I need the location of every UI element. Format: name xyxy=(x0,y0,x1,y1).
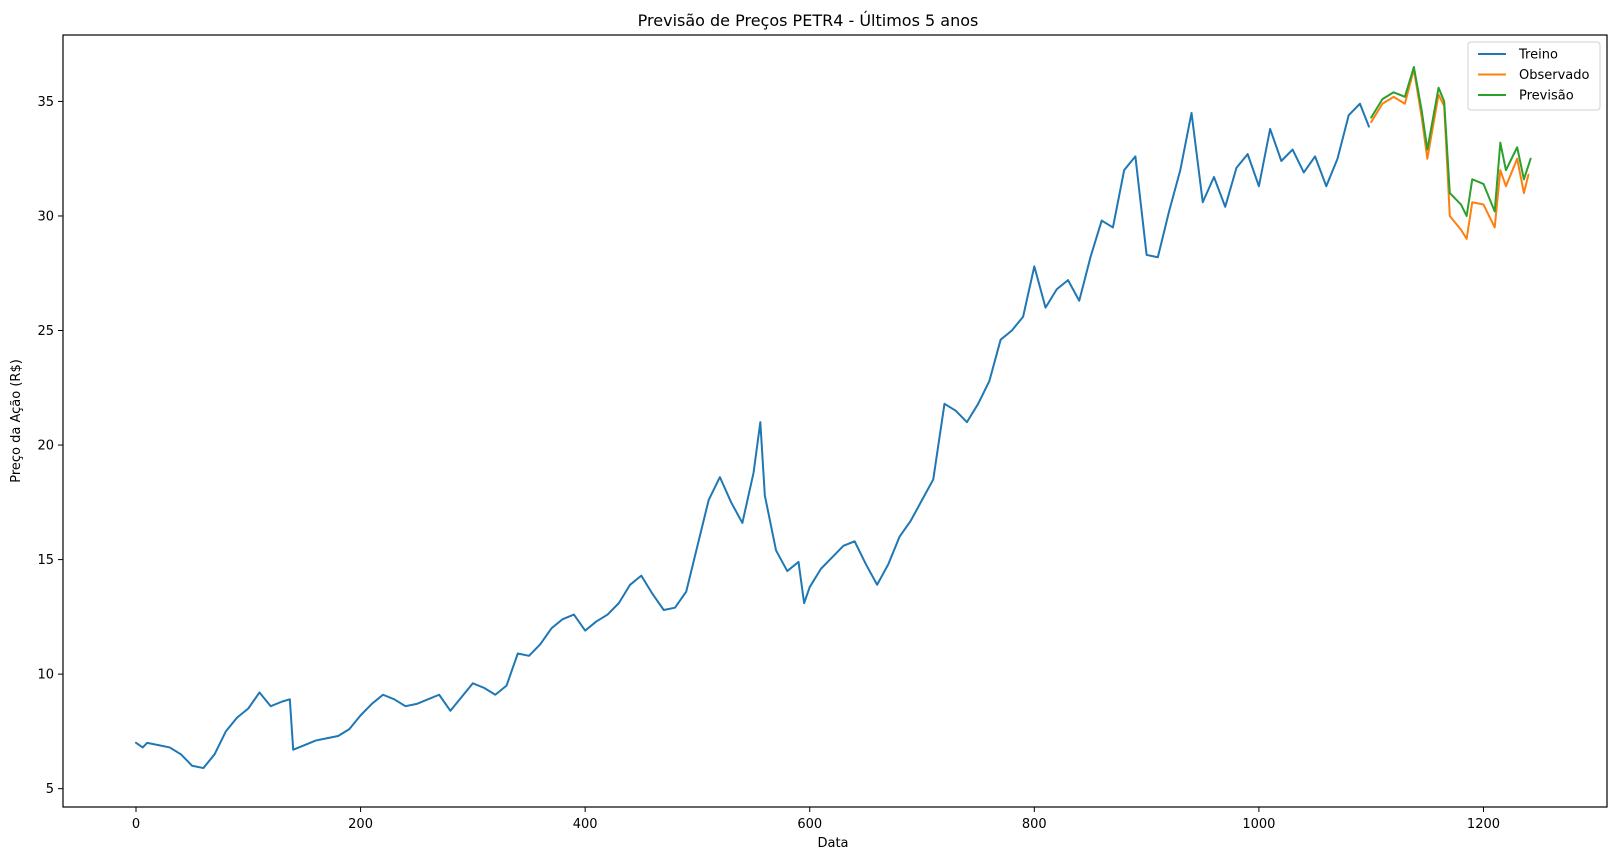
x-tick-label: 400 xyxy=(573,817,598,832)
x-tick-label: 1200 xyxy=(1467,817,1500,832)
legend-label: Observado xyxy=(1519,68,1590,83)
series-line-observado xyxy=(1370,68,1530,240)
y-tick-label: 10 xyxy=(37,668,54,683)
y-tick-label: 25 xyxy=(37,324,54,339)
x-tick-label: 600 xyxy=(797,817,822,832)
chart-title: Previsão de Preços PETR4 - Últimos 5 ano… xyxy=(638,11,979,30)
legend-label: Treino xyxy=(1518,48,1558,63)
series-line-treino xyxy=(134,102,1370,770)
y-tick-label: 5 xyxy=(46,782,54,797)
x-tick-label: 1000 xyxy=(1242,817,1275,832)
legend: Treino Observado Previsão xyxy=(1467,41,1601,111)
legend-box xyxy=(1467,41,1601,111)
legend-label: Previsão xyxy=(1519,89,1574,104)
y-tick-label: 20 xyxy=(37,439,54,454)
plot-area-frame xyxy=(62,34,1608,808)
x-tick-label: 200 xyxy=(348,817,373,832)
x-axis-label: Data xyxy=(817,836,848,851)
y-axis-ticks: 5 10 15 20 25 30 35 xyxy=(37,95,63,797)
y-tick-label: 15 xyxy=(37,553,54,568)
y-tick-label: 30 xyxy=(37,209,54,224)
x-axis-ticks: 0 200 400 600 800 1000 1200 xyxy=(132,807,1500,832)
series-layer xyxy=(134,66,1532,770)
legend-items: Treino Observado Previsão xyxy=(1478,48,1590,104)
x-tick-label: 800 xyxy=(1022,817,1047,832)
x-tick-label: 0 xyxy=(132,817,140,832)
y-tick-label: 35 xyxy=(37,95,54,110)
series-line-previs-o xyxy=(1370,66,1532,217)
y-axis-label: Preço da Ação (R$) xyxy=(9,359,24,483)
